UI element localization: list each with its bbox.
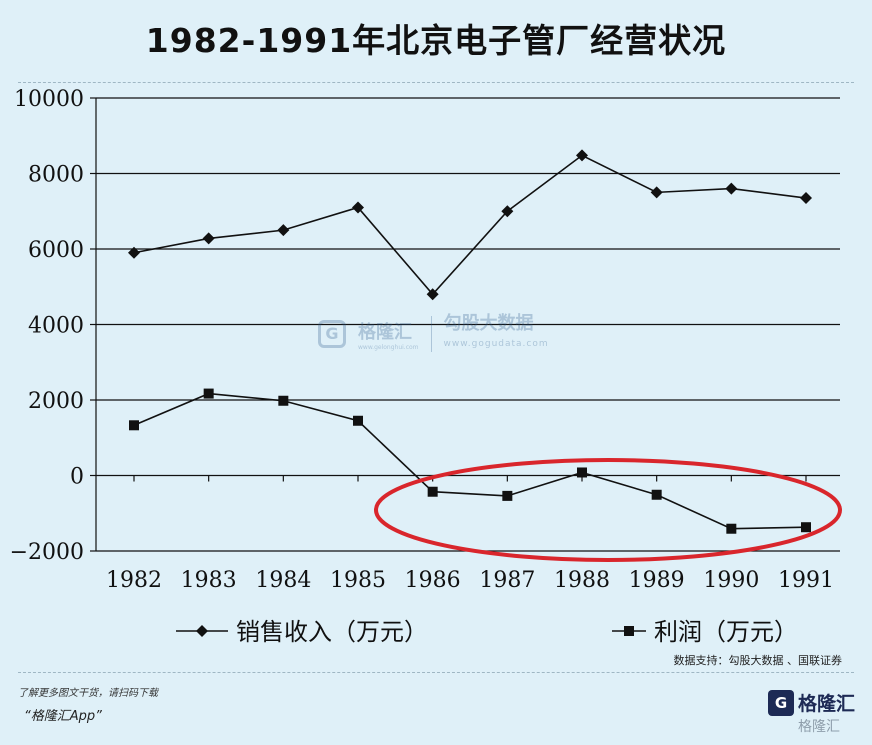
data-point-diamond <box>800 192 812 205</box>
brand-logo-icon: G <box>768 689 794 716</box>
y-tick-label: 2000 <box>28 389 84 414</box>
data-point-square <box>801 522 811 533</box>
data-point-diamond <box>725 182 738 195</box>
x-tick-label: 1984 <box>255 568 311 593</box>
highlight-ellipse <box>374 458 842 562</box>
data-point-square <box>651 489 662 500</box>
y-tick-label: 10000 <box>14 87 84 112</box>
series-line-1 <box>133 154 807 296</box>
x-tick-label: 1990 <box>703 568 759 593</box>
brand[interactable]: G 格隆汇 <box>768 689 855 716</box>
data-point-square <box>726 523 737 534</box>
legend-label-1: 销售收入（万元） <box>236 618 428 646</box>
legend-label-2: 利润（万元） <box>654 618 798 646</box>
brand-name: 格隆汇 <box>798 693 856 715</box>
legend-marker-square <box>624 626 634 636</box>
series-line-2 <box>133 392 807 530</box>
data-point-square <box>427 486 438 497</box>
x-tick-label: 1983 <box>181 568 237 593</box>
data-point-diamond <box>352 201 364 214</box>
line-chart: 10000 8000 6000 4000 2000 0 −2000 1982 1983 1984 1… <box>10 87 842 646</box>
data-point-square <box>129 420 139 431</box>
source-note: 数据支持：勾股大数据 、国联证券 <box>673 654 843 667</box>
data-point-square <box>203 388 214 399</box>
data-point-diamond <box>128 246 140 259</box>
data-point-square <box>577 467 587 478</box>
x-tick-label: 1986 <box>405 568 461 593</box>
x-tick-label: 1988 <box>554 568 610 593</box>
data-point-square <box>502 490 513 501</box>
promo-text: 了解更多图文干货，请扫码下载 <box>18 688 158 699</box>
footer-divider <box>18 672 854 673</box>
data-point-diamond <box>426 288 439 301</box>
data-point-square <box>278 395 289 406</box>
x-tick-label: 1989 <box>629 568 685 593</box>
corner-watermark: 格隆汇 <box>798 719 840 735</box>
y-tick-label: 8000 <box>28 163 84 188</box>
app-name: “格隆汇App” <box>24 709 102 724</box>
legend-marker-diamond <box>196 625 208 637</box>
data-point-diamond <box>501 205 514 218</box>
data-point-diamond <box>202 232 215 245</box>
y-tick-label: 4000 <box>28 314 84 339</box>
x-tick-label: 1987 <box>479 568 535 593</box>
y-tick-label: 0 <box>70 465 84 490</box>
data-point-diamond <box>650 186 663 199</box>
title-divider <box>18 82 854 83</box>
x-tick-label: 1982 <box>106 568 162 593</box>
data-point-diamond <box>277 224 290 237</box>
data-point-diamond <box>576 149 588 162</box>
y-tick-label: 6000 <box>28 238 84 263</box>
y-tick-label: −2000 <box>10 540 84 565</box>
x-tick-label: 1985 <box>330 568 386 593</box>
x-tick-label: 1991 <box>778 568 834 593</box>
chart-title: 1982-1991年北京电子管厂经营状况 <box>145 21 727 60</box>
data-point-square <box>353 415 363 426</box>
